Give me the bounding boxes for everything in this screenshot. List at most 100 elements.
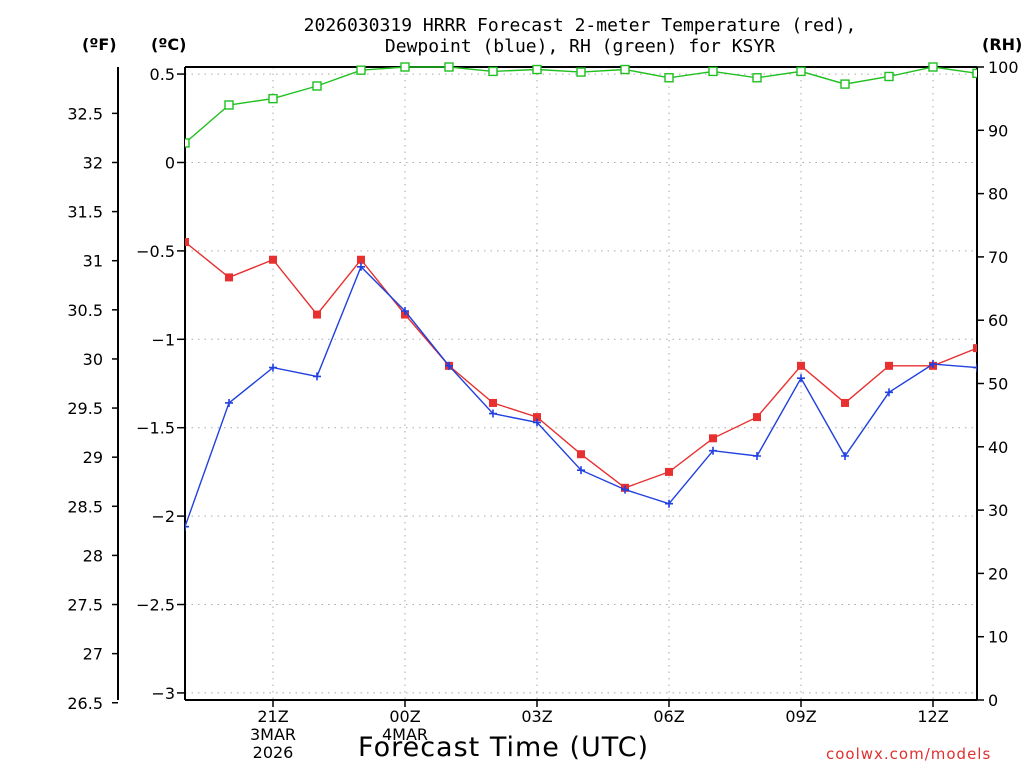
- fahrenheit-tick-label: 28: [83, 546, 103, 565]
- rh-point: [620, 64, 630, 75]
- rh-point: [884, 71, 894, 82]
- rh-point: [356, 65, 366, 75]
- dewpoint-point: [445, 361, 453, 370]
- rh-unit-label: (RH): [982, 35, 1023, 54]
- rh-tick-label: 30: [988, 501, 1008, 520]
- dewpoint-series: [185, 262, 977, 531]
- celsius-tick-label: −0.5: [136, 242, 175, 261]
- fahrenheit-tick-label: 30: [83, 350, 103, 369]
- celsius-tick-label: −2.5: [136, 596, 175, 615]
- x-tick-label: 3MAR: [250, 725, 296, 744]
- dewpoint-point: [797, 374, 805, 383]
- rh-point: [972, 68, 977, 79]
- temperature-point: [489, 398, 497, 407]
- temperature-point: [885, 361, 893, 370]
- dewpoint-point: [709, 446, 717, 455]
- temperature-point: [973, 344, 977, 353]
- rh-point: [185, 138, 190, 148]
- x-tick-label: 2026: [253, 743, 294, 762]
- dewpoint-point: [885, 388, 893, 397]
- fahrenheit-tick-label: 27.5: [67, 596, 103, 615]
- celsius-tick-label: −3: [151, 684, 175, 703]
- rh-point: [664, 73, 674, 83]
- fahrenheit-tick-label: 31.5: [67, 203, 103, 222]
- credit-label: coolwx.com/models: [826, 745, 992, 763]
- dewpoint-line: [185, 265, 977, 527]
- dewpoint-point: [313, 372, 321, 381]
- rh-series: [185, 62, 977, 148]
- rh-tick-label: 70: [988, 248, 1008, 267]
- dewpoint-point: [401, 307, 409, 316]
- rh-tick-label: 60: [988, 311, 1008, 330]
- fahrenheit-tick-label: 27: [83, 645, 103, 664]
- rh-point: [752, 73, 762, 83]
- rh-point: [928, 62, 938, 72]
- temperature-point: [533, 413, 541, 422]
- rh-point: [840, 79, 850, 89]
- temperature-point: [665, 467, 673, 476]
- rh-tick-label: 90: [988, 121, 1008, 140]
- dewpoint-point: [753, 451, 761, 460]
- x-tick-label: 09Z: [785, 707, 816, 726]
- rh-tick-label: 20: [988, 564, 1008, 583]
- chart-title-line1: 2026030319 HRRR Forecast 2-meter Tempera…: [303, 15, 857, 36]
- rh-point: [268, 93, 278, 104]
- temperature-point: [185, 238, 189, 247]
- temperature-point: [269, 255, 277, 264]
- fahrenheit-unit-label: (ºF): [82, 35, 117, 54]
- x-tick-label: 12Z: [917, 707, 948, 726]
- celsius-tick-label: 0: [165, 153, 175, 172]
- rh-tick-label: 0: [988, 691, 998, 710]
- fahrenheit-tick-label: 28.5: [67, 497, 103, 516]
- temperature-point: [753, 413, 761, 422]
- dewpoint-point: [269, 363, 277, 372]
- rh-point: [312, 81, 322, 91]
- fahrenheit-tick-label: 29.5: [67, 399, 103, 418]
- fahrenheit-tick-label: 30.5: [67, 301, 103, 320]
- rh-point: [444, 62, 454, 72]
- dewpoint-point: [489, 409, 497, 418]
- rh-tick-label: 50: [988, 375, 1008, 394]
- x-axis-title: Forecast Time (UTC): [358, 732, 650, 763]
- rh-tick-label: 10: [988, 628, 1008, 647]
- rh-point: [708, 66, 718, 77]
- x-tick-label: 03Z: [521, 707, 552, 726]
- temperature-point: [225, 273, 233, 282]
- temperature-point: [841, 398, 849, 407]
- rh-tick-label: 100: [988, 58, 1019, 77]
- rh-line: [185, 66, 977, 144]
- dewpoint-point: [225, 398, 233, 407]
- temperature-point: [709, 434, 717, 443]
- fahrenheit-tick-label: 29: [83, 448, 103, 467]
- rh-point: [488, 66, 498, 77]
- fahrenheit-tick-label: 31: [83, 252, 103, 271]
- celsius-tick-label: −2: [151, 507, 175, 526]
- x-tick-label: 06Z: [653, 707, 684, 726]
- rh-tick-label: 40: [988, 438, 1008, 457]
- dewpoint-point: [185, 522, 189, 531]
- fahrenheit-tick-label: 26.5: [67, 694, 103, 713]
- x-tick-label: 4MAR: [382, 725, 428, 744]
- celsius-tick-label: 0.5: [150, 65, 175, 84]
- fahrenheit-tick-label: 32.5: [67, 104, 103, 123]
- temperature-point: [797, 361, 805, 370]
- dewpoint-point: [973, 363, 977, 372]
- dewpoint-point: [533, 418, 541, 427]
- dewpoint-point: [621, 485, 629, 494]
- dewpoint-point: [841, 451, 849, 460]
- rh-point: [796, 66, 806, 77]
- temperature-series: [185, 238, 977, 492]
- temperature-point: [577, 450, 585, 459]
- celsius-tick-label: −1: [151, 330, 175, 349]
- rh-point: [576, 67, 586, 77]
- temperature-point: [357, 255, 365, 264]
- temperature-point: [313, 310, 321, 319]
- rh-point: [400, 62, 410, 72]
- dewpoint-point: [929, 360, 937, 369]
- dewpoint-point: [665, 499, 673, 508]
- dewpoint-point: [577, 466, 585, 475]
- x-tick-label: 21Z: [257, 707, 288, 726]
- celsius-tick-label: −1.5: [136, 419, 175, 438]
- chart-title-line2: Dewpoint (blue), RH (green) for KSYR: [384, 36, 776, 57]
